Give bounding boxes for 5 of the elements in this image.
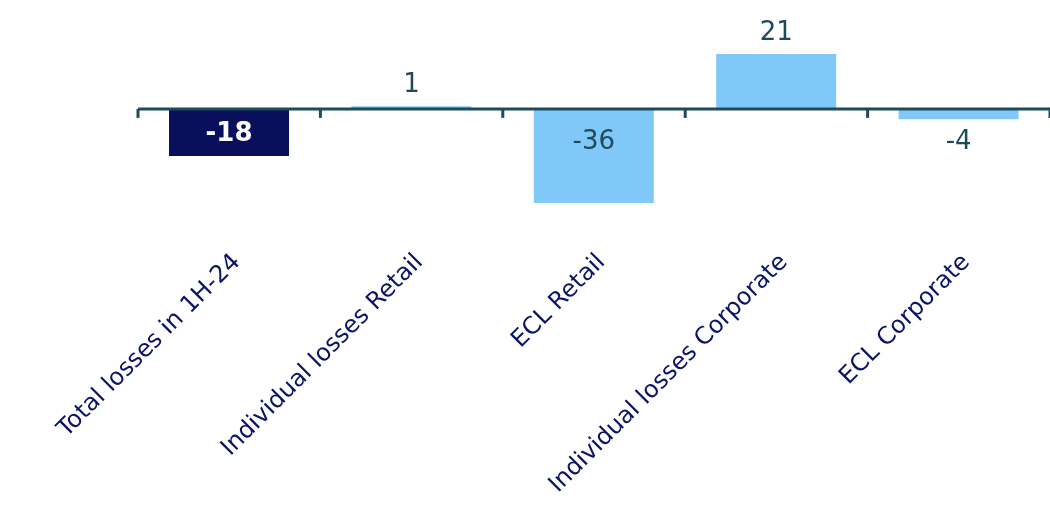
data-label: 1 (403, 68, 420, 99)
data-label: -36 (572, 124, 616, 155)
data-label: -4 (945, 125, 972, 156)
data-label: 21 (759, 16, 793, 46)
data-label: -18 (205, 117, 253, 148)
